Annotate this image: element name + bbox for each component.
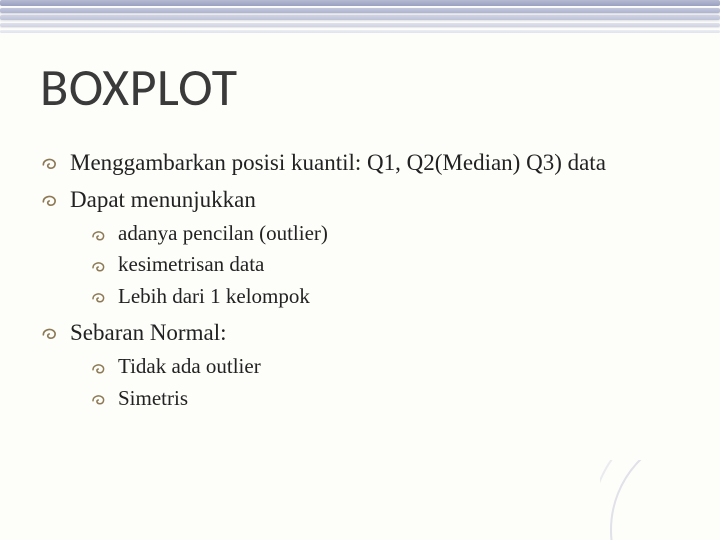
swirl-bullet-icon <box>90 286 110 306</box>
bullet-text: Simetris <box>118 386 188 410</box>
decorative-top-band <box>0 0 720 40</box>
bullet-text: Sebaran Normal: <box>70 320 226 345</box>
list-item: Dapat menunjukkan adanya pencilan (outli… <box>40 184 680 311</box>
list-item: Simetris <box>90 384 680 413</box>
swirl-bullet-icon <box>90 255 110 275</box>
swirl-bullet-icon <box>90 388 110 408</box>
bullet-text: Dapat menunjukkan <box>70 187 256 212</box>
list-item: Menggambarkan posisi kuantil: Q1, Q2(Med… <box>40 147 680 178</box>
bullet-text: adanya pencilan (outlier) <box>118 221 328 245</box>
list-item: Tidak ada outlier <box>90 352 680 381</box>
list-item: kesimetrisan data <box>90 250 680 279</box>
swirl-bullet-icon <box>90 357 110 377</box>
bullet-list-level1: Menggambarkan posisi kuantil: Q1, Q2(Med… <box>40 147 680 413</box>
list-item: adanya pencilan (outlier) <box>90 219 680 248</box>
list-item: Lebih dari 1 kelompok <box>90 282 680 311</box>
bullet-text: Menggambarkan posisi kuantil: Q1, Q2(Med… <box>70 150 606 175</box>
bullet-list-level2: adanya pencilan (outlier) kesimetrisan d… <box>90 219 680 311</box>
bullet-list-level2: Tidak ada outlier Simetris <box>90 352 680 413</box>
slide-title: BOXPLOT <box>40 55 680 119</box>
bullet-text: Tidak ada outlier <box>118 354 261 378</box>
bullet-text: kesimetrisan data <box>118 252 264 276</box>
swirl-bullet-icon <box>90 224 110 244</box>
swirl-bullet-icon <box>40 151 62 173</box>
swirl-bullet-icon <box>40 321 62 343</box>
swirl-bullet-icon <box>40 188 62 210</box>
list-item: Sebaran Normal: Tidak ada outlier Simetr… <box>40 317 680 413</box>
bullet-text: Lebih dari 1 kelompok <box>118 284 310 308</box>
slide-content: BOXPLOT Menggambarkan posisi kuantil: Q1… <box>40 55 680 510</box>
